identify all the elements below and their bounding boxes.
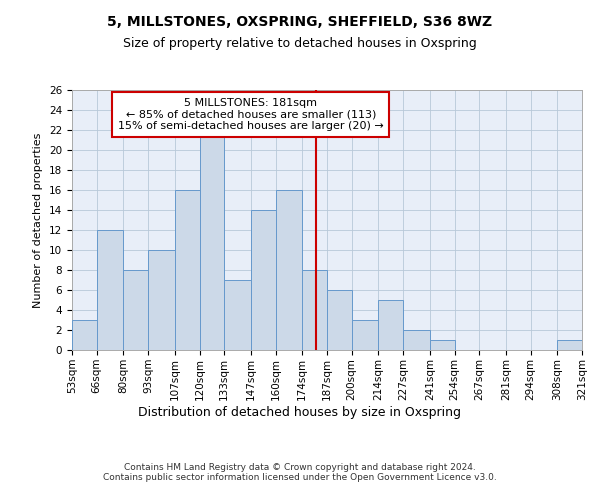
Bar — [124, 270, 148, 350]
Bar — [403, 330, 430, 350]
Bar — [557, 340, 582, 350]
Bar — [251, 210, 275, 350]
Y-axis label: Number of detached properties: Number of detached properties — [34, 132, 43, 308]
Bar — [430, 340, 455, 350]
Text: 5 MILLSTONES: 181sqm
← 85% of detached houses are smaller (113)
15% of semi-deta: 5 MILLSTONES: 181sqm ← 85% of detached h… — [118, 98, 384, 131]
Bar — [199, 130, 224, 350]
Bar — [97, 230, 124, 350]
Text: Distribution of detached houses by size in Oxspring: Distribution of detached houses by size … — [139, 406, 461, 419]
Bar — [72, 320, 97, 350]
Bar — [148, 250, 175, 350]
Bar — [352, 320, 379, 350]
Bar — [275, 190, 302, 350]
Bar — [302, 270, 327, 350]
Text: 5, MILLSTONES, OXSPRING, SHEFFIELD, S36 8WZ: 5, MILLSTONES, OXSPRING, SHEFFIELD, S36 … — [107, 15, 493, 29]
Text: Contains HM Land Registry data © Crown copyright and database right 2024.
Contai: Contains HM Land Registry data © Crown c… — [103, 463, 497, 482]
Bar — [327, 290, 352, 350]
Bar — [379, 300, 403, 350]
Bar — [224, 280, 251, 350]
Text: Size of property relative to detached houses in Oxspring: Size of property relative to detached ho… — [123, 38, 477, 51]
Bar — [175, 190, 199, 350]
